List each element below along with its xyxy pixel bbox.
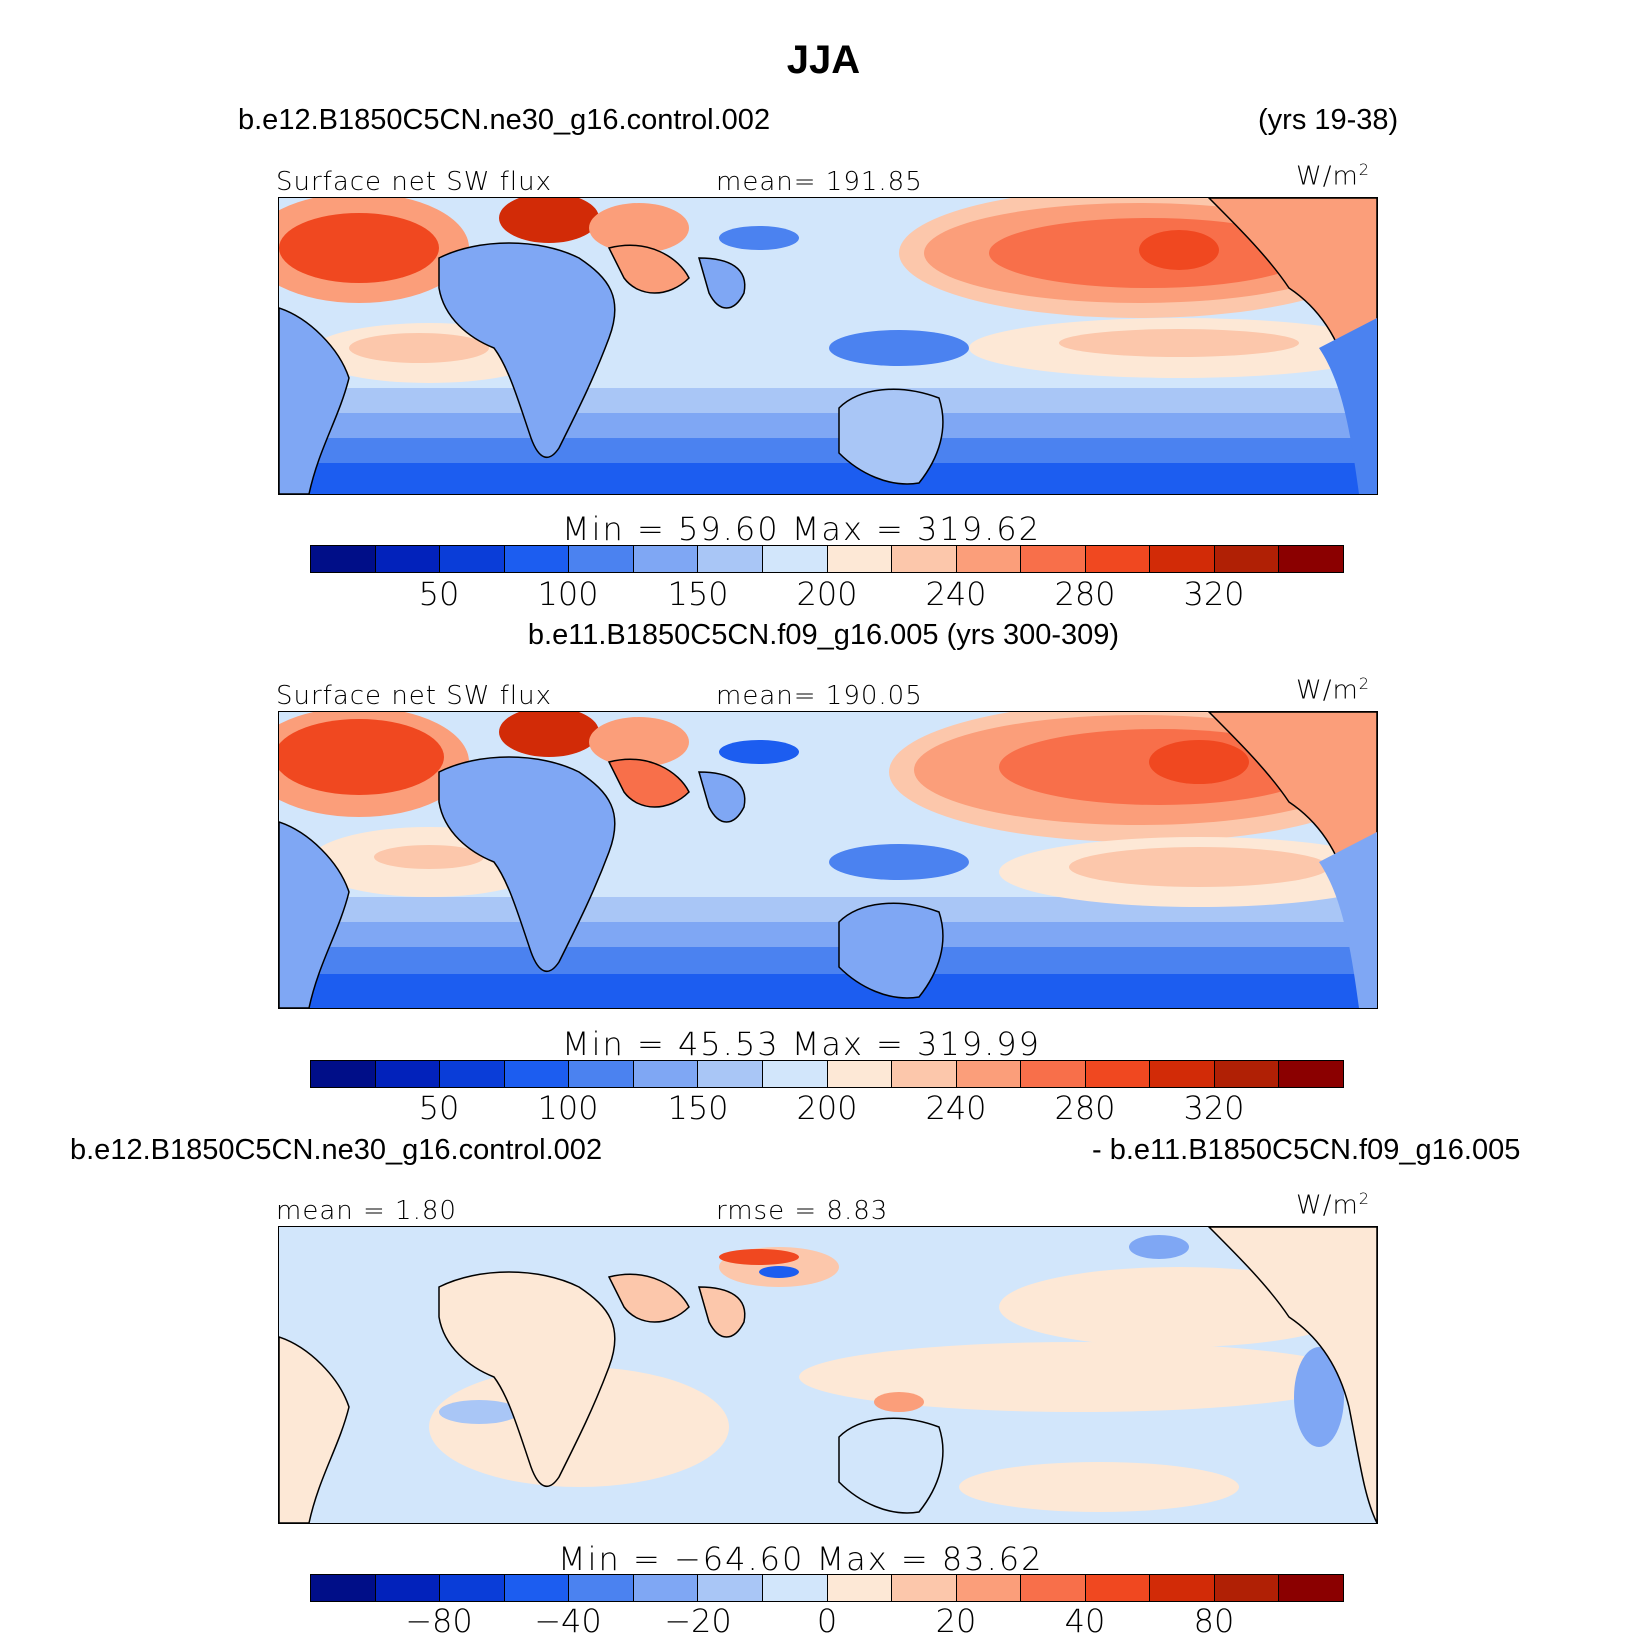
- panel1-tick: 280: [1054, 575, 1116, 613]
- panel1-field-label: Surface net SW flux: [276, 167, 552, 197]
- panel1-case-name: b.e12.B1850C5CN.ne30_g16.control.002: [238, 104, 771, 136]
- colorbar-box: [633, 1061, 699, 1087]
- colorbar-box: [1150, 546, 1215, 572]
- colorbar-box: [1279, 546, 1343, 572]
- colorbar-box: [569, 1575, 634, 1601]
- panel2-minmax: Min = 45.53 Max = 319.99: [562, 1025, 1041, 1063]
- colorbar-box: [569, 546, 634, 572]
- panel2-tick: 50: [418, 1089, 460, 1127]
- panel1-minmax: Min = 59.60 Max = 319.62: [562, 510, 1041, 548]
- panel3-tick: −40: [534, 1602, 602, 1640]
- panel1-tick: 50: [418, 575, 460, 613]
- colorbar-box: [569, 1061, 634, 1087]
- colorbar-box: [892, 1575, 957, 1601]
- panel3-units: W/m2: [1296, 1189, 1370, 1221]
- colorbar-box: [892, 546, 957, 572]
- colorbar-box: [1214, 1575, 1280, 1601]
- panel3-tick: 0: [816, 1602, 838, 1640]
- colorbar-box: [311, 546, 376, 572]
- panel1-mean: mean= 191.85: [716, 167, 923, 197]
- colorbar-box: [440, 1061, 505, 1087]
- colorbar-box: [311, 1575, 376, 1601]
- colorbar-box: [633, 546, 699, 572]
- panel1-colorbar: [310, 545, 1344, 573]
- colorbar-box: [956, 546, 1022, 572]
- colorbar-box: [892, 1061, 957, 1087]
- panel3-mean: mean = 1.80: [276, 1196, 457, 1226]
- colorbar-box: [1150, 1061, 1215, 1087]
- colorbar-box: [633, 1575, 699, 1601]
- panel2-tick: 240: [925, 1089, 987, 1127]
- colorbar-box: [827, 546, 893, 572]
- colorbar-box: [1085, 1575, 1151, 1601]
- colorbar-box: [762, 546, 828, 572]
- colorbar-box: [698, 1061, 763, 1087]
- colorbar-box: [375, 546, 441, 572]
- panel3-tick: 80: [1193, 1602, 1235, 1640]
- panel3-tick: 20: [935, 1602, 977, 1640]
- colorbar-box: [1214, 1061, 1280, 1087]
- panel3-case-name: b.e12.B1850C5CN.ne30_g16.control.002: [70, 1134, 603, 1166]
- colorbar-box: [1085, 546, 1151, 572]
- panel3-tick: −80: [405, 1602, 473, 1640]
- panel1-map: [278, 197, 1378, 495]
- panel2-tick: 320: [1183, 1089, 1245, 1127]
- colorbar-box: [1021, 546, 1086, 572]
- figure-title: JJA: [786, 38, 861, 82]
- panel2-tick: 100: [537, 1089, 599, 1127]
- colorbar-box: [827, 1061, 893, 1087]
- panel3-map: [278, 1226, 1378, 1524]
- colorbar-box: [504, 1575, 570, 1601]
- colorbar-box: [956, 1575, 1022, 1601]
- colorbar-box: [827, 1575, 893, 1601]
- panel3-tick: −20: [664, 1602, 732, 1640]
- colorbar-box: [956, 1061, 1022, 1087]
- colorbar-box: [698, 1575, 763, 1601]
- colorbar-box: [1021, 1061, 1086, 1087]
- panel1-tick: 240: [925, 575, 987, 613]
- panel2-tick: 150: [667, 1089, 729, 1127]
- colorbar-box: [762, 1061, 828, 1087]
- colorbar-box: [1021, 1575, 1086, 1601]
- colorbar-box: [504, 546, 570, 572]
- panel2-case-name: b.e11.B1850C5CN.f09_g16.005 (yrs 300-309…: [527, 619, 1120, 651]
- colorbar-box: [375, 1575, 441, 1601]
- panel1-tick: 100: [537, 575, 599, 613]
- colorbar-box: [440, 1575, 505, 1601]
- panel3-minmax: Min = −64.60 Max = 83.62: [558, 1540, 1044, 1578]
- panel1-years: (yrs 19-38): [1258, 104, 1399, 136]
- panel3-case-subtracted: - b.e11.B1850C5CN.f09_g16.005: [1092, 1134, 1521, 1166]
- colorbar-box: [1214, 546, 1280, 572]
- panel2-field-label: Surface net SW flux: [276, 681, 552, 711]
- colorbar-box: [1279, 1575, 1343, 1601]
- panel3-tick: 40: [1064, 1602, 1106, 1640]
- colorbar-box: [311, 1061, 376, 1087]
- panel2-colorbar: [310, 1060, 1344, 1088]
- panel3-colorbar: [310, 1574, 1344, 1602]
- colorbar-box: [440, 546, 505, 572]
- panel1-tick: 200: [796, 575, 858, 613]
- panel2-tick: 200: [796, 1089, 858, 1127]
- panel1-tick: 320: [1183, 575, 1245, 613]
- panel2-tick: 280: [1054, 1089, 1116, 1127]
- colorbar-box: [1150, 1575, 1215, 1601]
- panel2-units: W/m2: [1296, 674, 1370, 706]
- panel1-tick: 150: [667, 575, 729, 613]
- colorbar-box: [504, 1061, 570, 1087]
- colorbar-box: [1279, 1061, 1343, 1087]
- panel2-mean: mean= 190.05: [716, 681, 923, 711]
- colorbar-box: [1085, 1061, 1151, 1087]
- panel3-rmse: rmse = 8.83: [716, 1196, 889, 1226]
- panel1-units: W/m2: [1296, 160, 1370, 192]
- colorbar-box: [698, 546, 763, 572]
- colorbar-box: [375, 1061, 441, 1087]
- panel2-map: [278, 711, 1378, 1009]
- colorbar-box: [762, 1575, 828, 1601]
